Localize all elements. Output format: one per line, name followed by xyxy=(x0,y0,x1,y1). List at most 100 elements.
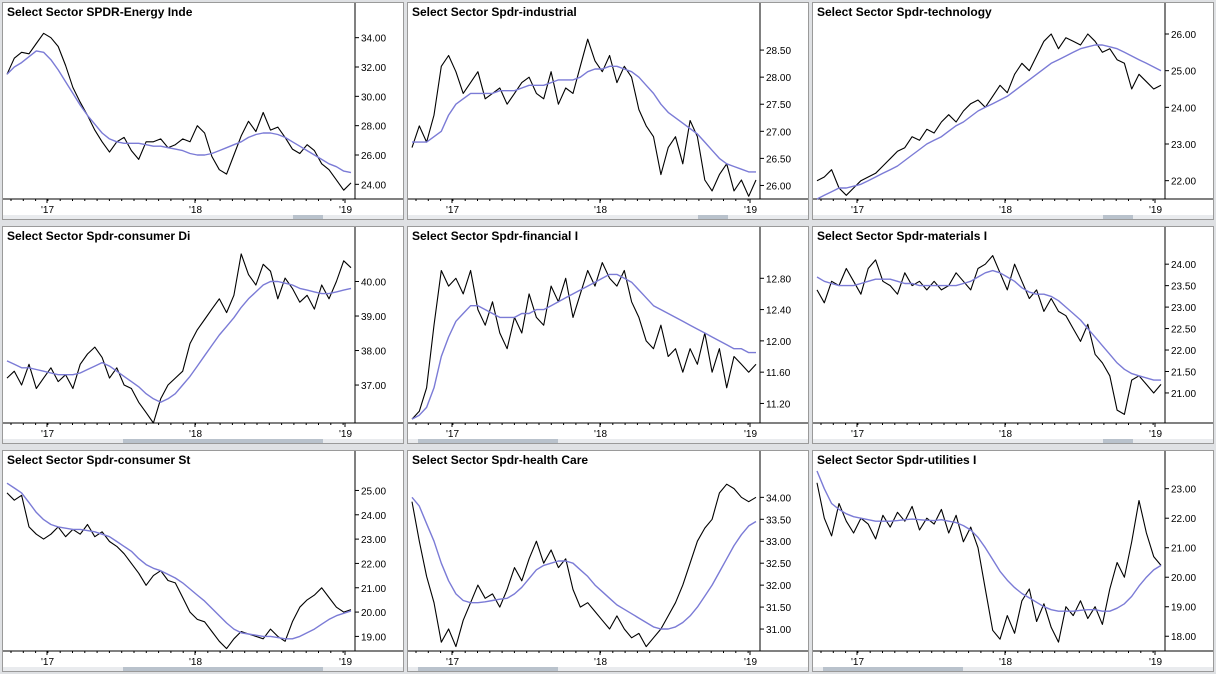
y-tick-label: 32.50 xyxy=(766,559,791,570)
x-tick-label: '18 xyxy=(999,657,1012,668)
y-tick-label: 25.00 xyxy=(361,486,386,497)
y-tick-label: 23.00 xyxy=(1171,140,1196,151)
health-care-chart: 31.00 31.50 32.00 32.50 33.00 33.50 34.00 '17 '1… xyxy=(408,451,808,668)
chart-title: Select Sector Spdr-materials I xyxy=(817,229,988,243)
chart-panel-financial: 11.20 11.60 12.00 12.40 12.80 '17 '18 '19 Selec… xyxy=(407,226,809,444)
y-tick-label: 21.00 xyxy=(1171,389,1196,400)
chart-panel-energy: 24.00 26.00 28.00 30.00 32.00 34.00'17'18'19 … xyxy=(2,2,404,220)
x-tick-label: '18 xyxy=(189,205,202,216)
chart-panel-utilities: 18.00 19.00 20.00 21.00 22.00 23.00'17'18'19 … xyxy=(812,450,1214,672)
x-tick-label: '18 xyxy=(594,429,607,440)
chart-panel-health-care: 31.00 31.50 32.00 32.50 33.00 33.50 34.00 '17 '1… xyxy=(407,450,809,672)
x-tick-label: '18 xyxy=(189,429,202,440)
y-tick-label: 11.20 xyxy=(766,399,791,410)
y-tick-label: 24.00 xyxy=(361,180,386,191)
y-tick-label: 31.00 xyxy=(766,625,791,636)
moving-average-line xyxy=(411,496,757,630)
y-tick-label: 18.00 xyxy=(1171,632,1196,643)
chart-title: Select Sector Spdr-technology xyxy=(817,5,992,19)
x-tick-label: '17 xyxy=(41,205,54,216)
price-series-line xyxy=(816,255,1162,415)
x-tick-label: '17 xyxy=(446,205,459,216)
y-tick-label: 34.00 xyxy=(766,493,791,504)
y-tick-label: 23.00 xyxy=(361,535,386,546)
moving-average-line xyxy=(412,65,756,173)
scroll-thumb[interactable] xyxy=(698,215,728,219)
y-tick-label: 37.00 xyxy=(361,381,386,392)
scroll-thumb[interactable] xyxy=(1103,215,1133,219)
scrollbar[interactable] xyxy=(408,667,808,671)
scrollbar[interactable] xyxy=(813,439,1213,443)
price-series-line xyxy=(411,38,757,197)
chart-title: Select Sector Spdr-health Care xyxy=(412,453,589,467)
y-tick-label: 24.00 xyxy=(1171,260,1196,271)
y-tick-label: 23.50 xyxy=(1171,282,1196,293)
y-tick-label: 33.00 xyxy=(766,537,791,548)
y-tick-label: 27.50 xyxy=(766,100,791,111)
y-tick-label: 38.00 xyxy=(361,347,386,358)
scroll-thumb[interactable] xyxy=(293,215,323,219)
consumer-staples-chart: 19.00 20.00 21.00 22.00 23.00 24.00 25.00 '17 '1… xyxy=(3,451,403,668)
y-tick-label: 12.40 xyxy=(766,306,791,317)
x-tick-label: '18 xyxy=(189,657,202,668)
x-tick-label: '17 xyxy=(41,429,54,440)
materials-chart: 21.00 21.50 22.00 22.50 23.00 23.50 24.00 '17 '1… xyxy=(813,227,1213,440)
y-tick-label: 34.00 xyxy=(361,34,386,45)
price-series-line xyxy=(816,482,1162,643)
x-tick-label: '19 xyxy=(339,657,352,668)
y-tick-label: 19.00 xyxy=(1171,603,1196,614)
consumer-discretionary-chart: 37.00 38.00 39.00 40.00 '17 '18 '19 xyxy=(3,227,403,440)
chart-title: Select Sector Spdr-utilities I xyxy=(817,453,977,467)
moving-average-line xyxy=(6,280,352,404)
x-tick-label: '19 xyxy=(744,205,757,216)
y-tick-label: 27.00 xyxy=(766,127,791,138)
y-tick-label: 33.50 xyxy=(766,515,791,526)
x-tick-label: '18 xyxy=(999,205,1012,216)
industrial-chart: 26.00 26.50 27.00 27.50 28.00 28.50 '17 '18 '19 xyxy=(408,3,808,216)
chart-title: Select Sector Spdr-consumer St xyxy=(7,453,191,467)
chart-panel-technology: 22.00 23.00 24.00 25.00 26.00 '17 '18 '19 Selec… xyxy=(812,2,1214,220)
chart-title: Select Sector Spdr-consumer Di xyxy=(7,229,191,243)
y-tick-label: 24.00 xyxy=(1171,103,1196,114)
y-tick-label: 24.00 xyxy=(361,511,386,522)
scroll-thumb[interactable] xyxy=(123,439,323,443)
scrollbar[interactable] xyxy=(3,215,403,219)
y-tick-label: 26.00 xyxy=(1171,30,1196,41)
y-tick-label: 26.00 xyxy=(766,181,791,192)
chart-title: Select Sector Spdr-financial I xyxy=(412,229,579,243)
chart-panel-consumer-discretionary: 37.00 38.00 39.00 40.00 '17 '18 '19 Select Sec… xyxy=(2,226,404,444)
x-tick-label: '18 xyxy=(999,429,1012,440)
x-tick-label: '19 xyxy=(339,205,352,216)
chart-panel-industrial: 26.00 26.50 27.00 27.50 28.00 28.50'17'18'19 … xyxy=(407,2,809,220)
y-tick-label: 39.00 xyxy=(361,312,386,323)
y-tick-label: 20.00 xyxy=(361,608,386,619)
scroll-thumb[interactable] xyxy=(123,667,323,671)
y-tick-label: 26.50 xyxy=(766,154,791,165)
scrollbar[interactable] xyxy=(3,439,403,443)
y-tick-label: 23.00 xyxy=(1171,303,1196,314)
scrollbar[interactable] xyxy=(3,667,403,671)
y-tick-label: 12.00 xyxy=(766,337,791,348)
price-series-line xyxy=(6,492,352,650)
x-tick-label: '17 xyxy=(851,205,864,216)
technology-chart: 22.00 23.00 24.00 25.00 26.00 '17 '18 '19 xyxy=(813,3,1213,216)
y-tick-label: 22.50 xyxy=(1171,325,1196,336)
price-series-line xyxy=(6,253,352,424)
scroll-thumb[interactable] xyxy=(823,667,963,671)
scrollbar[interactable] xyxy=(813,215,1213,219)
moving-average-line xyxy=(816,269,1161,381)
scrollbar[interactable] xyxy=(813,667,1213,671)
utilities-chart: 18.00 19.00 20.00 21.00 22.00 23.00 '17 '18 '19 xyxy=(813,451,1213,668)
scroll-thumb[interactable] xyxy=(418,667,558,671)
y-tick-label: 30.00 xyxy=(361,92,386,103)
y-tick-label: 23.00 xyxy=(1171,485,1196,496)
price-series-line xyxy=(411,262,757,420)
scroll-thumb[interactable] xyxy=(1103,439,1133,443)
scrollbar[interactable] xyxy=(408,215,808,219)
y-tick-label: 22.00 xyxy=(1171,514,1196,525)
scrollbar[interactable] xyxy=(408,439,808,443)
scroll-thumb[interactable] xyxy=(418,439,558,443)
x-tick-label: '19 xyxy=(1149,205,1162,216)
x-tick-label: '19 xyxy=(744,657,757,668)
